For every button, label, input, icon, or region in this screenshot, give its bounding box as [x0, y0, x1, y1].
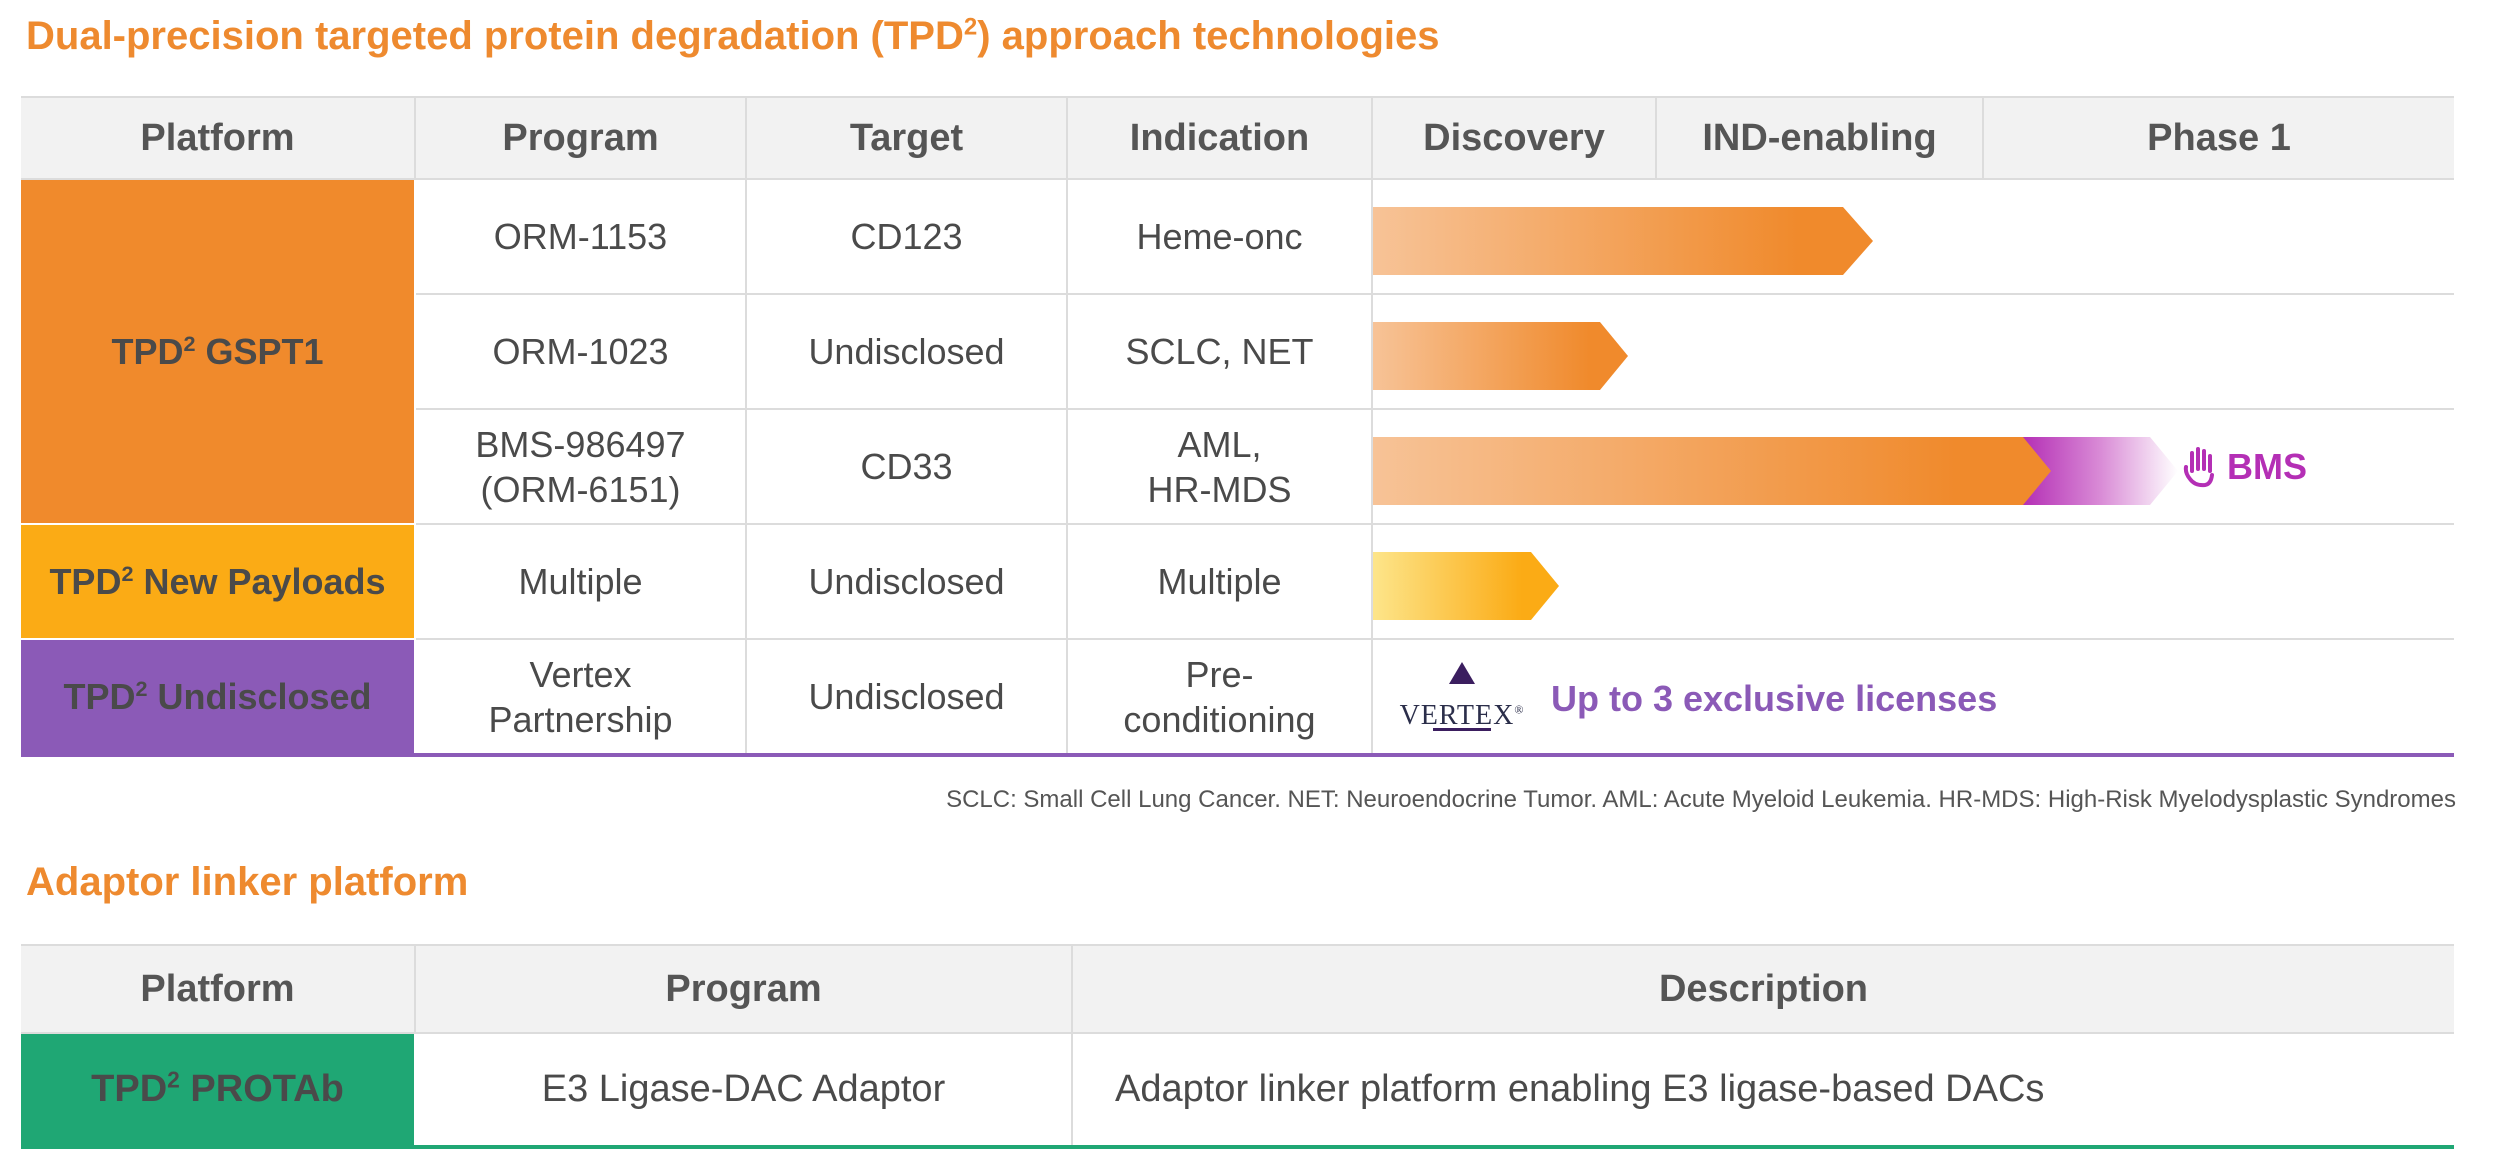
- table-row: TPD2 GSPT1 ORM-1153 CD123 Heme-onc: [21, 178, 2454, 525]
- target-cell: CD33: [745, 408, 1068, 525]
- program-cell: Vertex Partnership: [414, 638, 747, 757]
- abbreviations-footnote: SCLC: Small Cell Lung Cancer. NET: Neuro…: [946, 786, 2456, 813]
- progress-arrow-bms-986497: [1373, 437, 2059, 505]
- progress-cell: VERTEX® Up to 3 exclusive licenses: [1371, 638, 2454, 757]
- vertex-logo: VERTEX®: [1397, 660, 1527, 732]
- program-cell: ORM-1023: [415, 293, 747, 410]
- progress-cell: [1371, 178, 2454, 295]
- header-platform: Platform: [21, 944, 416, 1034]
- header-target: Target: [745, 96, 1068, 180]
- header-phase-1: Phase 1: [1982, 96, 2454, 180]
- hand-icon: [2183, 446, 2214, 487]
- header-program: Program: [414, 96, 747, 180]
- exclusive-licenses-note: Up to 3 exclusive licenses: [1551, 678, 1998, 719]
- indication-cell: Heme-onc: [1066, 178, 1373, 295]
- adaptor-table: Platform Program Description TPD2 PROTAb…: [21, 944, 2454, 1149]
- section-title-tpd2: Dual-precision targeted protein degradat…: [26, 13, 1440, 58]
- program-cell: Multiple: [414, 523, 747, 640]
- vertex-wordmark: VERTEX®: [1399, 700, 1525, 731]
- pipeline-table: Platform Program Target Indication Disco…: [21, 96, 2454, 757]
- table-row: TPD2 Undisclosed Vertex Partnership Undis…: [21, 638, 2454, 757]
- bms-partner-label: BMS: [2183, 444, 2307, 489]
- target-cell: CD123: [745, 178, 1068, 295]
- description-cell: Adaptor linker platform enabling E3 liga…: [1071, 1032, 2454, 1149]
- indication-cell: Pre-conditioning: [1066, 638, 1373, 757]
- progress-cell: [1371, 293, 2454, 410]
- program-cell: ORM-1153: [414, 178, 747, 295]
- program-cell: E3 Ligase-DAC Adaptor: [414, 1032, 1073, 1149]
- progress-arrow-orm-1153: [1373, 207, 1873, 275]
- platform-tpd2-gspt1: TPD2 GSPT1: [21, 178, 416, 525]
- indication-cell: SCLC, NET: [1066, 293, 1373, 410]
- indication-cell: AML, HR-MDS: [1066, 408, 1373, 525]
- section-title-adaptor: Adaptor linker platform: [26, 860, 469, 904]
- header-ind-enabling: IND-enabling: [1655, 96, 1984, 180]
- target-cell: Undisclosed: [745, 523, 1068, 640]
- target-cell: Undisclosed: [745, 638, 1068, 757]
- program-cell: BMS-986497 (ORM-6151): [415, 408, 747, 525]
- table-row: BMS-986497 (ORM-6151) CD33 AML, HR-MDS BMS: [21, 408, 2454, 525]
- table-row: TPD2 New Payloads Multiple Undisclosed M…: [21, 523, 2454, 640]
- progress-cell: [1371, 523, 2454, 640]
- indication-cell: Multiple: [1066, 523, 1373, 640]
- header-discovery: Discovery: [1371, 96, 1657, 180]
- adaptor-header-row: Platform Program Description: [21, 944, 2454, 1034]
- target-cell: Undisclosed: [745, 293, 1068, 410]
- progress-arrow-new-payloads: [1373, 552, 1559, 620]
- platform-tpd2-undisclosed: TPD2 Undisclosed: [21, 638, 416, 757]
- platform-tpd2-new-payloads: TPD2 New Payloads: [21, 523, 416, 640]
- header-description: Description: [1071, 944, 2454, 1034]
- platform-tpd2-protab: TPD2 PROTAb: [21, 1032, 416, 1149]
- table-row: ORM-1023 Undisclosed SCLC, NET: [21, 293, 2454, 410]
- progress-cell: BMS: [1371, 408, 2454, 525]
- header-platform: Platform: [21, 96, 416, 180]
- progress-arrow-orm-1023: [1373, 322, 1628, 390]
- pipeline-header-row: Platform Program Target Indication Disco…: [21, 96, 2454, 180]
- header-indication: Indication: [1066, 96, 1373, 180]
- table-row: TPD2 PROTAb E3 Ligase-DAC Adaptor Adapto…: [21, 1032, 2454, 1149]
- header-program: Program: [414, 944, 1073, 1034]
